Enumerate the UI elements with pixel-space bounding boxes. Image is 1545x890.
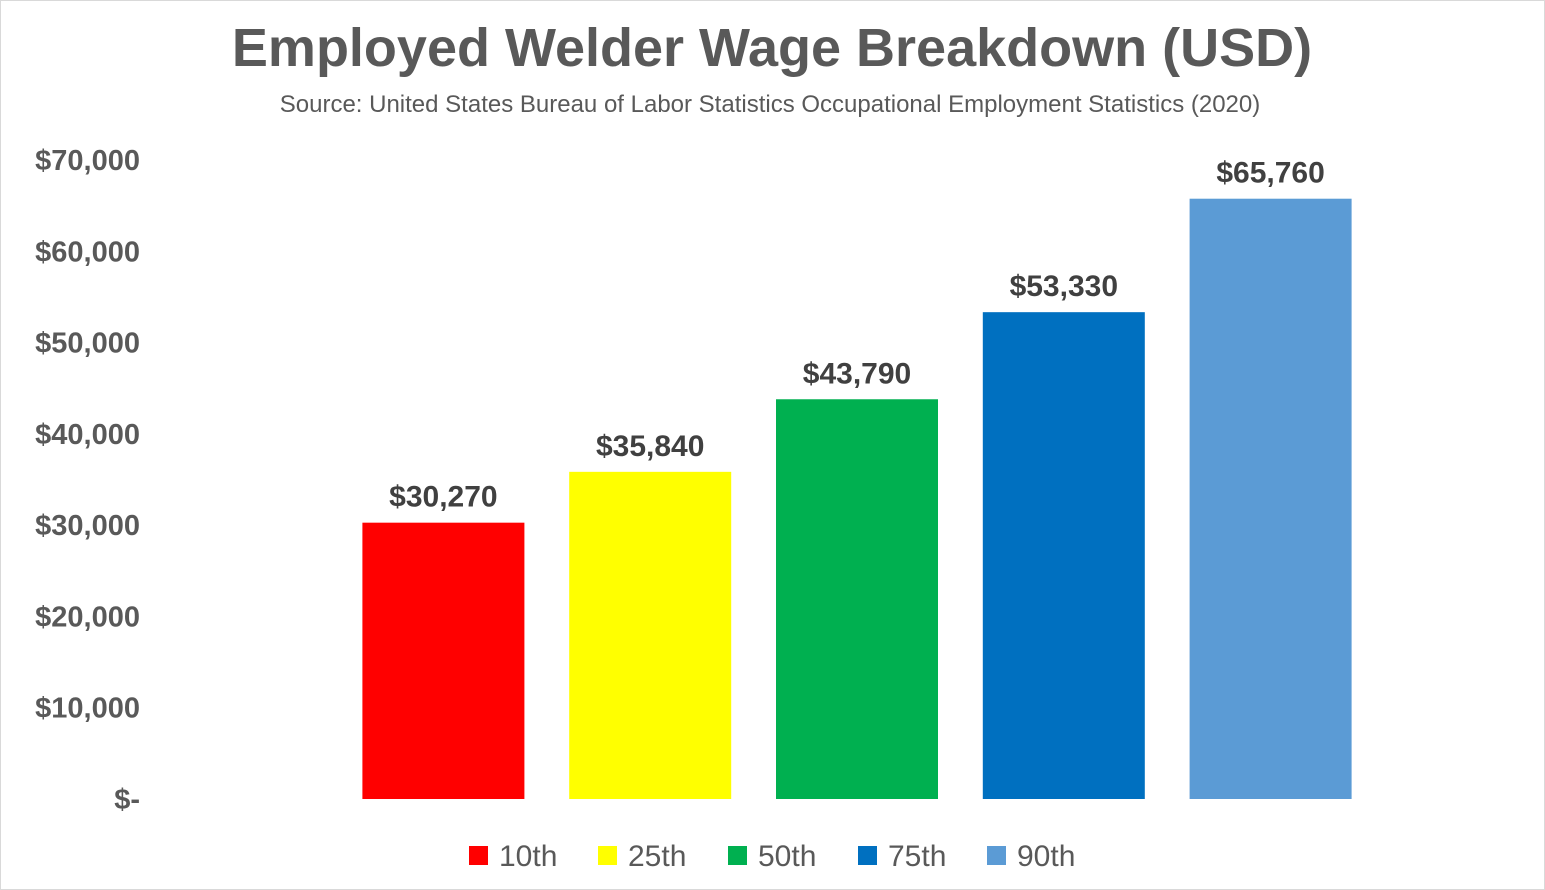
y-tick-label: $30,000 (35, 510, 140, 542)
legend-item-75th: 75th (858, 840, 946, 873)
legend-label: 50th (758, 840, 816, 873)
bar-90th (1189, 198, 1352, 799)
legend-item-90th: 90th (987, 840, 1075, 873)
y-tick-label: $10,000 (35, 693, 140, 725)
data-label: $53,330 (1010, 270, 1118, 303)
legend-label: 10th (499, 840, 557, 873)
data-label: $43,790 (803, 357, 911, 390)
legend-label: 25th (628, 840, 686, 873)
y-tick-label: $- (114, 784, 140, 816)
data-label: $30,270 (389, 481, 497, 514)
legend-label: 75th (888, 840, 946, 873)
chart-title: Employed Welder Wage Breakdown (USD) (232, 18, 1312, 78)
legend-swatch (598, 846, 617, 865)
legend-swatch (987, 846, 1006, 865)
legend-label: 90th (1017, 840, 1075, 873)
chart-subtitle: Source: United States Bureau of Labor St… (280, 91, 1260, 118)
legend-item-50th: 50th (728, 840, 816, 873)
legend-swatch (469, 846, 488, 865)
legend-swatch (858, 846, 877, 865)
bar-25th (569, 471, 732, 799)
y-tick-label: $50,000 (35, 328, 140, 360)
bar-75th (982, 312, 1145, 799)
bar-50th (776, 399, 938, 799)
y-tick-label: $70,000 (35, 145, 140, 177)
data-label: $35,840 (596, 430, 704, 463)
y-tick-label: $20,000 (35, 601, 140, 633)
y-tick-label: $60,000 (35, 236, 140, 268)
y-axis: $- $10,000 $20,000 $30,000 $40,000 $50,000 $60… (35, 145, 140, 816)
legend: 10th 25th 50th 75th 90th (469, 840, 1075, 873)
legend-swatch (728, 846, 747, 865)
legend-item-25th: 25th (598, 840, 686, 873)
y-tick-label: $40,000 (35, 419, 140, 451)
bar-10th (362, 522, 525, 799)
data-label: $65,760 (1216, 157, 1324, 190)
legend-item-10th: 10th (469, 840, 557, 873)
data-labels: $30,270 $35,840 $43,790 $53,330 $65,760 (389, 157, 1325, 514)
bars (362, 198, 1352, 799)
